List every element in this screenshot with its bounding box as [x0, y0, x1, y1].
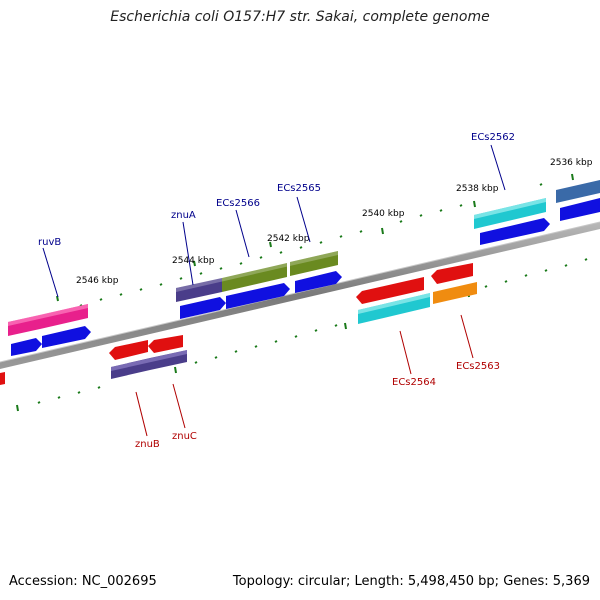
tick-mark	[314, 329, 318, 332]
scale-label: 2544 kbp	[172, 256, 215, 266]
topology-label: Topology: circular	[232, 574, 346, 589]
tick-mark	[159, 283, 163, 286]
cds-arrow[interactable]	[180, 297, 226, 319]
forward-cds-row	[11, 198, 600, 356]
reverse-tick-track	[16, 258, 588, 412]
scale-label: 2546 kbp	[76, 276, 119, 286]
tick-mark	[299, 246, 303, 249]
tick-mark	[319, 241, 323, 244]
tick-mark	[399, 220, 403, 223]
scale-label: 2536 kbp	[550, 158, 593, 168]
forward-tick-track	[19, 173, 574, 323]
tick-mark	[439, 209, 443, 212]
tick-mark	[334, 324, 338, 327]
forward-gene-row	[8, 180, 600, 336]
reverse-gene-row	[111, 282, 477, 379]
gene-ECs2565[interactable]	[290, 251, 338, 276]
tick-mark	[484, 285, 488, 288]
cds-arrow-rev[interactable]	[148, 335, 183, 353]
tick-mark	[219, 267, 223, 270]
scale-label: 2540 kbp	[362, 209, 405, 219]
gene-ECs2563[interactable]	[433, 282, 477, 304]
cds-arrow-rev[interactable]	[431, 263, 473, 284]
genome-summary: Topology: circularLength: 5,498,450 bpGe…	[233, 574, 590, 589]
genes-label: Genes: 5,369	[495, 574, 590, 589]
gene-label: znuB	[135, 439, 160, 450]
gene-label: ECs2563	[456, 361, 500, 372]
length-label: Length: 5,498,450 bp	[346, 574, 495, 589]
major-tick-mark	[174, 366, 177, 374]
tick-mark	[504, 280, 508, 283]
scale-labels: 2536 kbp 2538 kbp 2540 kbp 2542 kbp 2544…	[76, 158, 593, 286]
tick-mark	[194, 361, 198, 364]
gene-label: znuA	[171, 210, 196, 221]
cds-arrow[interactable]	[560, 198, 600, 221]
scale-label: 2538 kbp	[456, 184, 499, 194]
cds-arrow-rev[interactable]	[0, 372, 5, 385]
tick-mark	[77, 391, 81, 394]
tick-mark	[199, 272, 203, 275]
gene-znuA[interactable]	[176, 278, 222, 302]
tick-mark	[459, 204, 463, 207]
tick-mark	[419, 214, 423, 217]
gene-label: ECs2566	[216, 198, 260, 209]
map-title: Escherichia coli O157:H7 str. Sakai, com…	[110, 9, 490, 25]
accession-label: Accession: NC_002695	[9, 574, 157, 589]
cds-arrow[interactable]	[42, 326, 91, 348]
cds-arrow[interactable]	[226, 283, 290, 309]
major-tick-mark	[56, 295, 59, 302]
tick-mark	[57, 396, 61, 399]
major-tick-mark	[269, 241, 272, 248]
tick-mark	[179, 277, 183, 280]
tick-mark	[99, 298, 103, 301]
genome-backbone	[0, 221, 600, 369]
label-leaders	[42, 144, 506, 437]
tick-mark	[239, 262, 243, 265]
tick-mark	[139, 288, 143, 291]
cds-arrow[interactable]	[11, 338, 42, 356]
tick-mark	[584, 258, 588, 261]
major-tick-mark	[381, 227, 384, 235]
major-tick-mark	[344, 322, 347, 330]
major-tick-mark	[571, 173, 574, 181]
gene-label: ruvB	[38, 237, 61, 248]
tick-mark	[539, 183, 543, 186]
scale-label: 2542 kbp	[267, 234, 310, 244]
tick-mark	[37, 401, 41, 404]
gene-label: ECs2565	[277, 183, 321, 194]
tick-mark	[234, 350, 238, 353]
tick-mark	[119, 293, 123, 296]
cds-arrow[interactable]	[295, 271, 342, 293]
tick-mark	[359, 230, 363, 233]
gene-label: ECs2564	[392, 377, 436, 388]
gene-labels: ruvB znuA ECs2566 ECs2565 ECs2562 znuB z…	[38, 132, 515, 450]
cds-arrow[interactable]	[480, 218, 550, 245]
tick-mark	[339, 235, 343, 238]
tick-mark	[214, 356, 218, 359]
reverse-cds-row	[0, 263, 473, 385]
cds-arrow-rev[interactable]	[356, 277, 424, 304]
cds-arrow-rev[interactable]	[109, 340, 148, 360]
major-tick-mark	[193, 260, 196, 267]
tick-mark	[564, 264, 568, 267]
major-tick-mark	[16, 404, 19, 412]
major-tick-mark	[473, 200, 476, 208]
tick-mark	[524, 274, 528, 277]
tick-mark	[274, 340, 278, 343]
tick-mark	[279, 251, 283, 254]
gene-steel[interactable]	[556, 180, 600, 203]
tick-mark	[294, 335, 298, 338]
tick-mark	[97, 386, 101, 389]
tick-mark	[544, 269, 548, 272]
gene-ECs2566[interactable]	[222, 263, 287, 292]
gene-label: znuC	[172, 431, 197, 442]
tick-mark	[259, 256, 263, 259]
tick-mark	[254, 345, 258, 348]
gene-label: ECs2562	[471, 132, 515, 143]
